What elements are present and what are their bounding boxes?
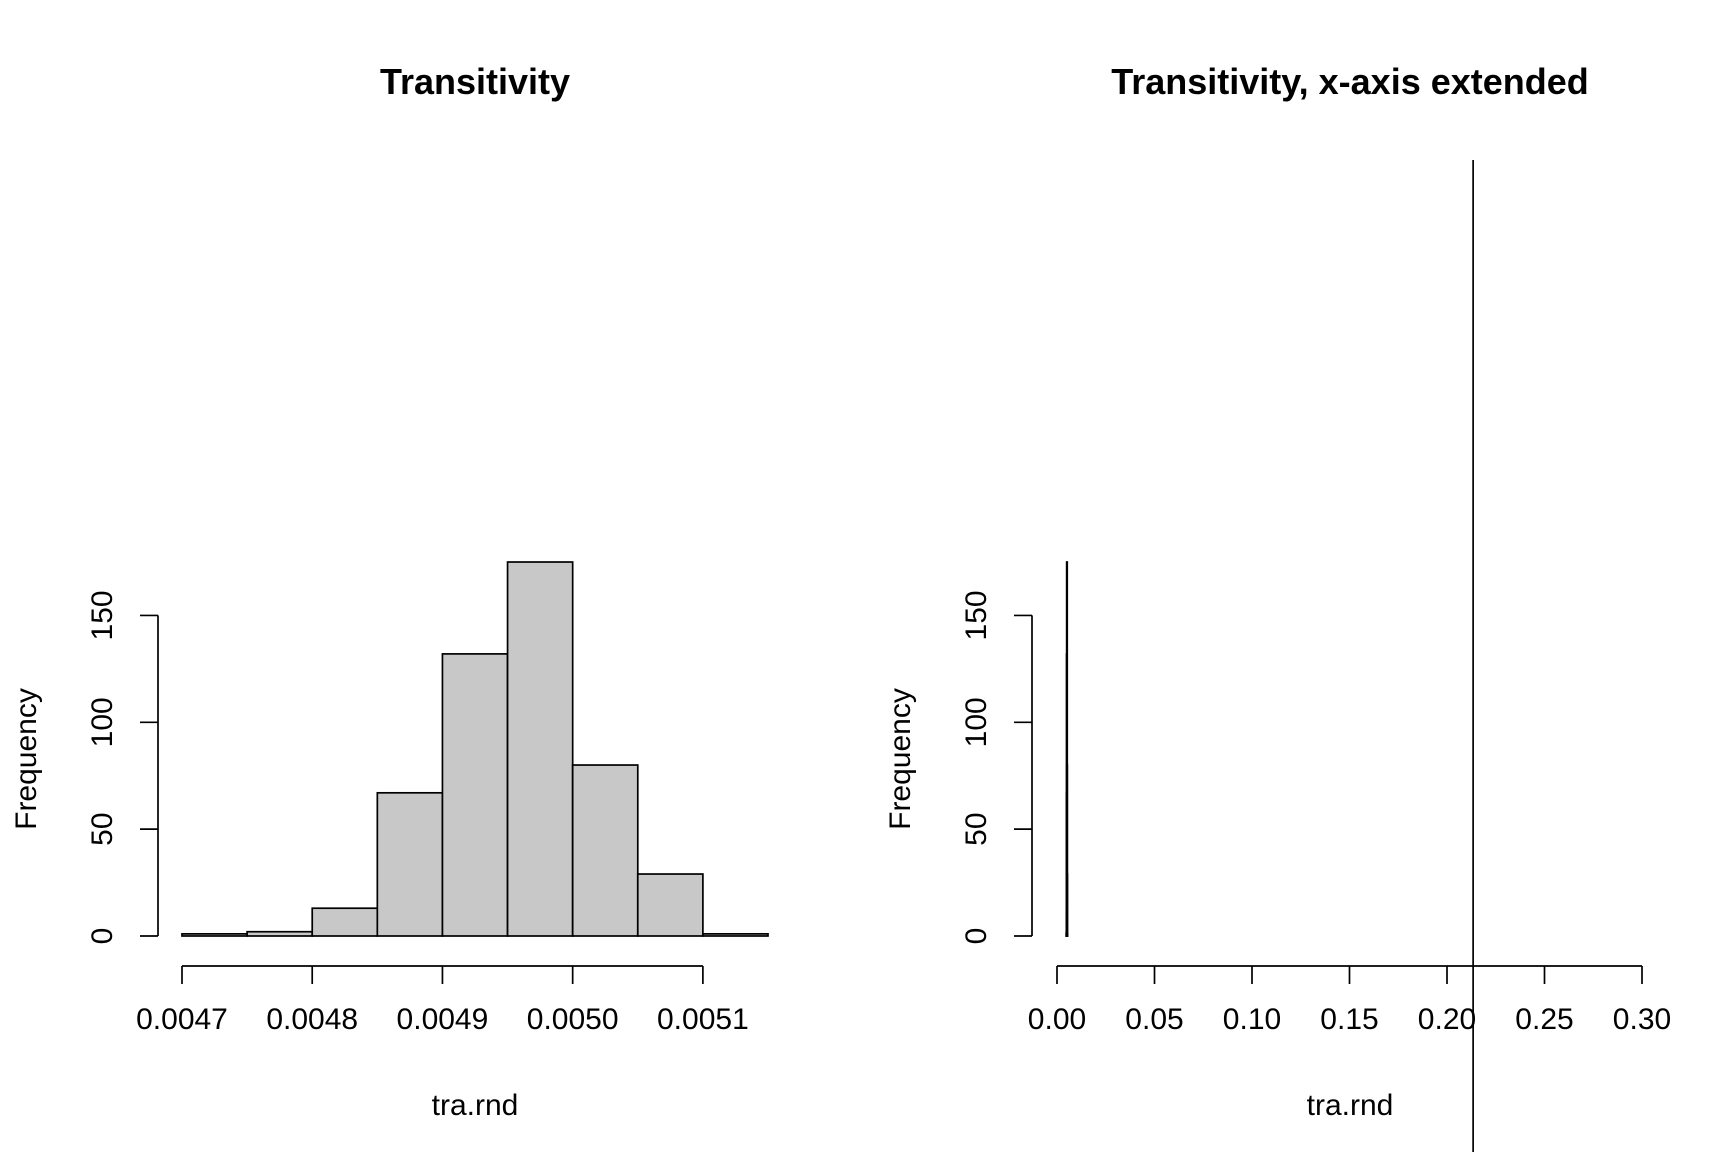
y-axis-label: Frequency xyxy=(10,688,43,830)
panel-transitivity: Transitivity tra.rnd Frequency 0.0047 0.0… xyxy=(10,61,769,1122)
y-tick-label: 0 xyxy=(960,928,993,945)
x-tick-label: 0.20 xyxy=(1418,1003,1476,1036)
y-axis: 0 50 100 150 xyxy=(86,590,159,945)
panel-transitivity-extended: Transitivity, x-axis extended tra.rnd Fr… xyxy=(884,61,1671,1152)
histogram-bar xyxy=(311,907,379,937)
histogram-bar xyxy=(246,930,314,937)
x-tick-label: 0.0048 xyxy=(266,1003,358,1036)
x-tick-label: 0.25 xyxy=(1515,1003,1573,1036)
y-axis-label: Frequency xyxy=(884,688,917,830)
y-tick-label: 50 xyxy=(86,812,119,845)
y-tick-label: 0 xyxy=(86,928,119,945)
y-tick-label: 150 xyxy=(86,590,119,640)
histogram-bar xyxy=(571,764,639,937)
x-tick-label: 0.0049 xyxy=(397,1003,489,1036)
histogram-bar xyxy=(441,653,509,937)
x-tick-label: 0.05 xyxy=(1125,1003,1183,1036)
histogram-bar xyxy=(702,933,769,937)
x-axis: 0.00 0.05 0.10 0.15 0.20 0.25 0.30 xyxy=(1028,965,1671,1036)
histogram-bar xyxy=(181,933,248,937)
y-tick-label: 150 xyxy=(960,590,993,640)
histogram-bars xyxy=(181,561,769,937)
x-axis-label: tra.rnd xyxy=(1307,1089,1394,1122)
x-tick-label: 0.30 xyxy=(1613,1003,1671,1036)
x-tick-label: 0.0047 xyxy=(136,1003,228,1036)
x-axis: 0.0047 0.0048 0.0049 0.0050 0.0051 xyxy=(136,965,749,1036)
x-tick-label: 0.15 xyxy=(1320,1003,1378,1036)
chart-title: Transitivity, x-axis extended xyxy=(1111,61,1589,102)
histogram-bar xyxy=(1066,933,1069,937)
y-tick-label: 100 xyxy=(960,697,993,747)
x-tick-label: 0.0050 xyxy=(527,1003,619,1036)
x-tick-label: 0.00 xyxy=(1028,1003,1086,1036)
x-tick-label: 0.0051 xyxy=(657,1003,749,1036)
x-tick-label: 0.10 xyxy=(1223,1003,1281,1036)
y-tick-label: 50 xyxy=(960,812,993,845)
y-axis: 0 50 100 150 xyxy=(960,590,1033,945)
histogram-bar xyxy=(636,873,704,937)
x-axis-label: tra.rnd xyxy=(432,1089,519,1122)
histogram-bars xyxy=(1065,561,1069,937)
chart-title: Transitivity xyxy=(380,61,570,102)
y-tick-label: 100 xyxy=(86,697,119,747)
histogram-bar xyxy=(1065,873,1069,937)
histogram-bar xyxy=(506,561,574,937)
histogram-bar xyxy=(376,791,444,937)
